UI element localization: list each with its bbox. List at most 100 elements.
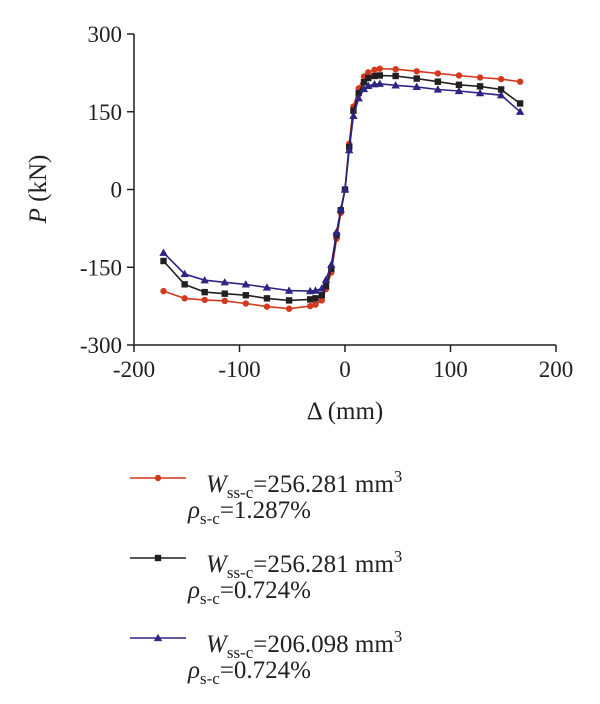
x-tick-label: 200 [539, 357, 574, 382]
data-point [332, 227, 341, 236]
data-point [242, 292, 250, 299]
data-point [360, 79, 368, 86]
legend-rho-subscript: s-c [200, 669, 220, 688]
data-point [317, 284, 326, 292]
data-point [496, 90, 506, 99]
data-point [434, 70, 442, 77]
legend-w-value: =256.281 mm [253, 551, 394, 578]
data-point [340, 185, 350, 193]
legend-w-label: Wss-c=206.098 mm3 [206, 622, 402, 668]
data-point [350, 107, 357, 114]
data-point [376, 65, 384, 72]
legend-w-value: =256.281 mm [253, 471, 394, 498]
data-point [160, 287, 167, 295]
legend-w-superscript: 3 [393, 547, 403, 566]
data-point [263, 303, 271, 310]
data-point [413, 75, 420, 82]
data-point [455, 81, 463, 88]
data-point [311, 286, 320, 294]
data-point [201, 296, 208, 304]
legend-rho-value: =0.724% [219, 577, 312, 604]
data-point [318, 292, 325, 299]
series [160, 72, 524, 304]
data-point [515, 107, 525, 115]
x-tick-label: 100 [433, 357, 468, 382]
data-point [376, 72, 384, 79]
data-point [345, 145, 354, 154]
data-point [371, 72, 378, 80]
legend-w-superscript: 3 [393, 627, 403, 646]
legend-rho-value: =0.724% [219, 657, 312, 684]
y-axis-title-var: P [25, 208, 52, 224]
data-point [322, 282, 330, 290]
legend-entry: Wss-c=256.281 mm3 ρs-c=1.287% [130, 462, 570, 542]
y-axis-title-unit: (kN) [25, 155, 52, 208]
x-axis-title: Δ (mm) [307, 398, 384, 425]
data-point [328, 265, 335, 273]
legend-w-label: Wss-c=256.281 mm3 [206, 542, 402, 588]
data-point [516, 100, 524, 107]
data-point [365, 69, 372, 76]
y-tick-label: 300 [88, 22, 123, 47]
data-point [476, 74, 484, 81]
data-point [201, 288, 208, 296]
legend-rho-symbol: ρ [188, 657, 200, 684]
data-point [263, 295, 271, 302]
data-point [434, 78, 442, 85]
data-point [321, 275, 331, 283]
data-point [412, 82, 421, 91]
y-tick-label: -150 [80, 255, 122, 280]
data-point [433, 85, 443, 93]
legend-rho-value: =1.287% [219, 497, 312, 524]
data-point [359, 84, 369, 93]
legend: Wss-c=256.281 mm3 ρs-c=1.287% Wss-c=256.… [130, 462, 570, 702]
data-point [312, 301, 319, 308]
legend-w-value: =206.098 mm [253, 631, 394, 658]
series [159, 79, 525, 295]
legend-w-label: Wss-c=256.281 mm3 [206, 462, 402, 508]
legend-w-symbol: W [206, 551, 227, 578]
data-point [154, 474, 162, 482]
y-tick-label: 0 [111, 178, 123, 203]
data-point [365, 74, 372, 82]
data-point [336, 204, 345, 213]
x-tick-label: 0 [339, 357, 351, 382]
data-point [312, 295, 319, 302]
data-point [413, 68, 420, 75]
data-point [306, 302, 314, 310]
data-point [284, 286, 294, 294]
legend-entry: Wss-c=256.281 mm3 ρs-c=0.724% [130, 542, 570, 622]
data-point [154, 554, 162, 562]
data-point [392, 72, 399, 80]
legend-rho-subscript: s-c [200, 509, 220, 528]
data-point [391, 81, 400, 89]
data-point [153, 633, 163, 642]
data-point [475, 88, 485, 97]
data-point [159, 248, 168, 256]
series-layer [159, 65, 525, 312]
plot-area: -200 -100 0 100 200 300 150 0 -150 -300 [80, 22, 573, 382]
x-tick-label: -200 [113, 357, 155, 382]
data-point [454, 86, 464, 95]
data-point [181, 295, 188, 302]
data-point [355, 89, 362, 97]
data-point [327, 260, 336, 268]
legend-w-subscript: ss-c [226, 483, 254, 502]
data-point [180, 269, 189, 278]
y-tick-label: -300 [80, 333, 122, 358]
data-point [241, 280, 251, 288]
data-point [220, 278, 229, 286]
data-point [371, 66, 378, 73]
data-point [285, 305, 293, 312]
legend-w-symbol: W [206, 471, 227, 498]
data-point [221, 290, 228, 297]
data-point [497, 75, 505, 83]
x-tick-label: -100 [218, 357, 260, 382]
legend-rho-label: ρs-c=0.724% [188, 656, 311, 694]
chart: -200 -100 0 100 200 300 150 0 -150 -300 Δ (mm) P … [25, 22, 573, 425]
legend-rho-label: ρs-c=1.287% [188, 496, 311, 534]
axis-ticks: -200 -100 0 100 200 300 150 0 -150 -300 [80, 22, 573, 382]
data-point [354, 94, 363, 102]
legend-rho-label: ρs-c=0.724% [188, 576, 311, 614]
legend-entry: Wss-c=206.098 mm3 ρs-c=0.724% [130, 622, 570, 702]
